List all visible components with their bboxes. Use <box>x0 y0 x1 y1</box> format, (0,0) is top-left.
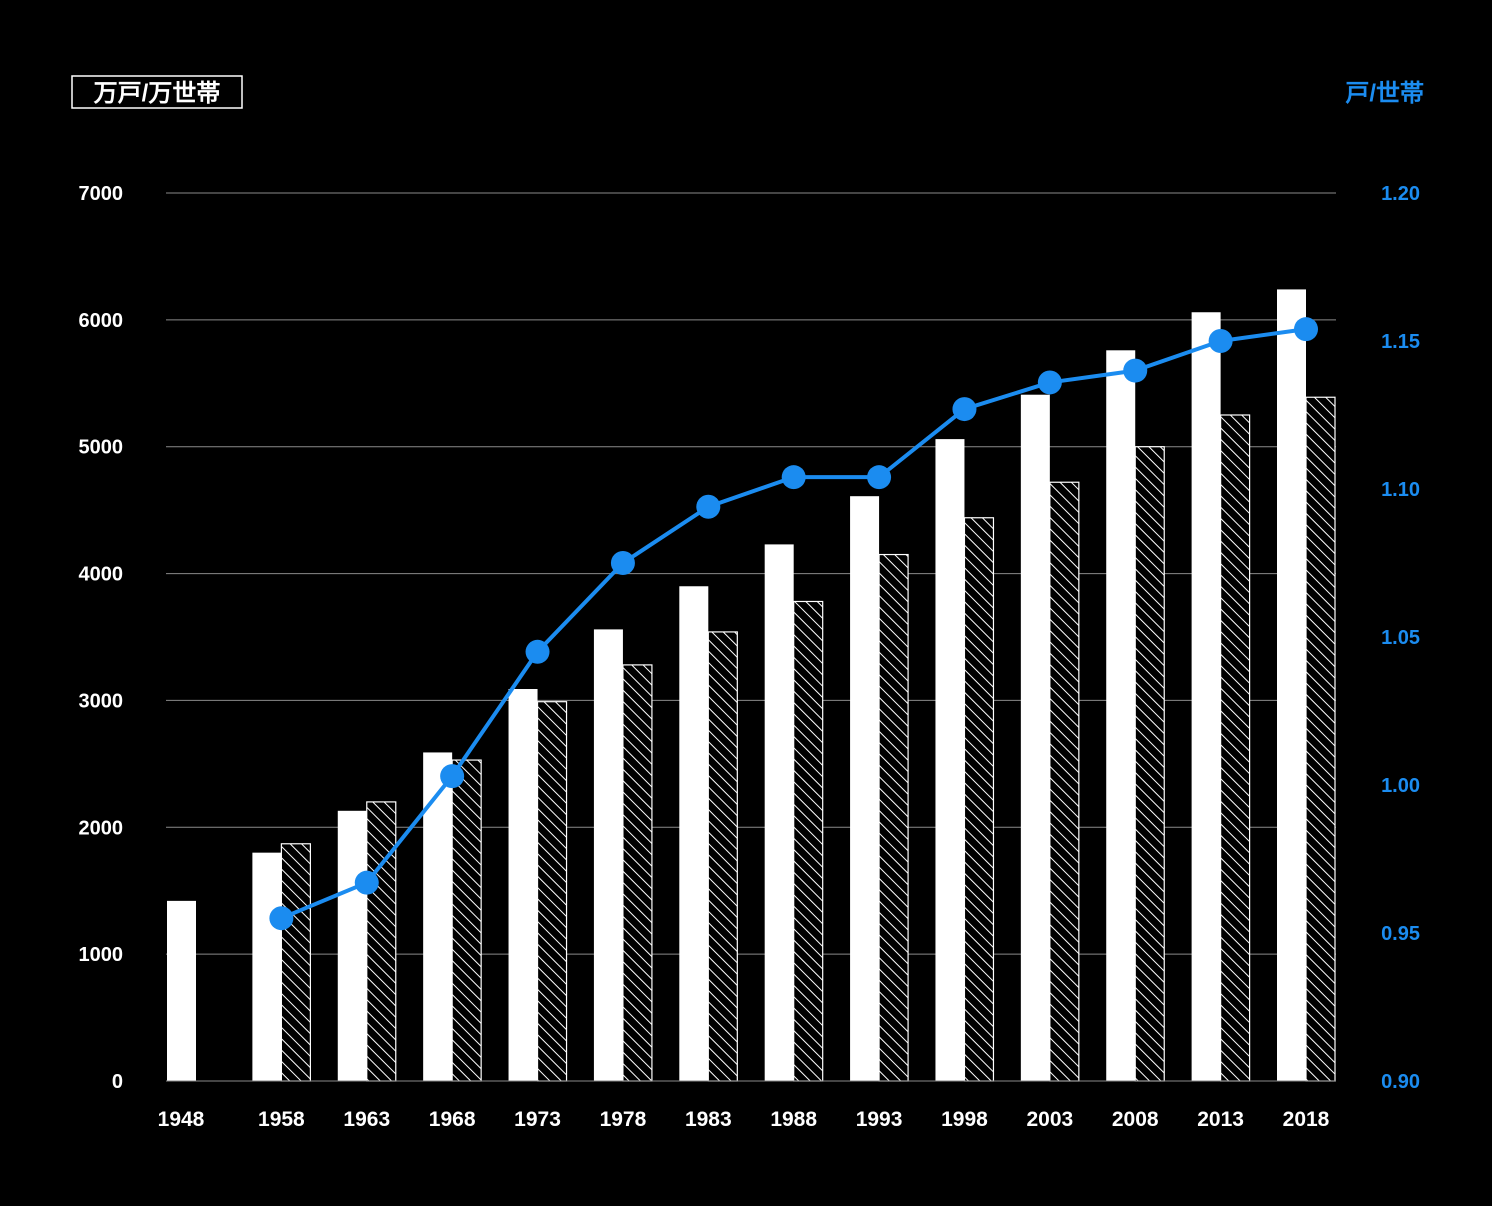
right-tick-label: 0.90 <box>1381 1071 1420 1093</box>
hatched-bar-1988 <box>793 600 824 1082</box>
ratio-point-1963 <box>354 870 379 895</box>
ratio-line-series <box>269 317 1318 931</box>
ratio-point-1978 <box>610 551 635 575</box>
right-tick-label: 1.00 <box>1381 775 1420 797</box>
x-tick-label-1973: 1973 <box>514 1108 561 1131</box>
hatched-bar-1968 <box>451 759 482 1082</box>
x-tick-label-1958: 1958 <box>258 1108 305 1131</box>
x-tick-label-1948: 1948 <box>158 1108 205 1131</box>
x-tick-label-2013: 2013 <box>1197 1108 1244 1131</box>
hatched-bar-2008 <box>1134 446 1165 1082</box>
x-tick-label-1983: 1983 <box>685 1108 732 1131</box>
hatched-bar-1973 <box>536 701 568 1082</box>
bar-2013 <box>1191 312 1221 1081</box>
left-tick-label: 0 <box>112 1071 123 1093</box>
x-tick-label-2003: 2003 <box>1026 1108 1073 1131</box>
left-tick-label: 2000 <box>79 817 124 839</box>
bar-1998 <box>935 439 965 1081</box>
left-tick-label: 1000 <box>79 944 124 966</box>
x-tick-label-2018: 2018 <box>1283 1108 1330 1131</box>
right-tick-label: 1.10 <box>1381 479 1420 501</box>
bars <box>167 289 1336 1082</box>
hatched-bar-2003 <box>1049 481 1080 1082</box>
bar-1993 <box>850 496 880 1081</box>
hatched-bar-1998 <box>963 517 995 1082</box>
bar-1973 <box>508 689 538 1081</box>
right-tick-label: 1.05 <box>1381 627 1420 649</box>
right-axis-ticks: 0.90 0.95 1.00 1.05 1.10 1.15 1.20 <box>1381 183 1420 1093</box>
left-tick-label: 7000 <box>79 183 124 205</box>
bar-1968 <box>423 752 453 1081</box>
bar-2003 <box>1020 394 1050 1081</box>
bar-1963 <box>337 810 367 1081</box>
hatched-bar-1958 <box>280 843 311 1082</box>
ratio-point-2013 <box>1208 329 1233 353</box>
x-tick-label-1988: 1988 <box>770 1108 817 1131</box>
ratio-point-2018 <box>1294 317 1318 342</box>
x-tick-label-2008: 2008 <box>1112 1108 1159 1131</box>
bar-1958 <box>252 852 282 1081</box>
ratio-point-1998 <box>952 397 977 422</box>
ratio-point-1993 <box>867 465 892 490</box>
hatched-bar-1978 <box>622 664 653 1082</box>
bar-2008 <box>1106 350 1136 1081</box>
bar-1988 <box>764 544 794 1081</box>
left-tick-label: 4000 <box>79 564 124 586</box>
ratio-point-2003 <box>1037 370 1062 395</box>
ratio-point-1968 <box>440 764 465 789</box>
ratio-point-1973 <box>525 639 550 664</box>
left-tick-label: 5000 <box>79 437 124 459</box>
x-tick-label-1968: 1968 <box>429 1108 476 1131</box>
left-tick-label: 6000 <box>79 310 124 332</box>
right-tick-label: 1.20 <box>1381 183 1420 205</box>
right-tick-label: 1.15 <box>1381 331 1420 353</box>
hatched-bar-1963 <box>366 801 397 1082</box>
ratio-point-1983 <box>696 494 721 519</box>
left-axis-title-box <box>71 75 243 109</box>
x-tick-label-1978: 1978 <box>600 1108 647 1131</box>
x-tick-label-1963: 1963 <box>343 1108 390 1131</box>
x-tick-label-1998: 1998 <box>941 1108 988 1131</box>
hatched-bar-1983 <box>707 631 738 1082</box>
hatched-bar-2013 <box>1220 414 1251 1082</box>
ratio-point-2008 <box>1123 358 1148 383</box>
hatched-bar-2018 <box>1305 396 1336 1082</box>
right-axis-title: 戸/世帯 <box>1345 80 1424 107</box>
x-tick-label-1993: 1993 <box>856 1108 903 1131</box>
ratio-point-1958 <box>269 906 294 931</box>
hatched-bar-1993 <box>878 553 909 1082</box>
ratio-point-1988 <box>781 465 806 490</box>
bar-1983 <box>679 586 709 1081</box>
left-axis-title: 万戸/万世帯 <box>94 80 221 107</box>
bar-1978 <box>593 629 623 1081</box>
bar-2018 <box>1277 289 1306 1081</box>
bar-1948 <box>167 900 196 1081</box>
right-tick-label: 0.95 <box>1381 923 1420 945</box>
left-axis-ticks: 0 1000 2000 3000 4000 5000 6000 7000 <box>79 183 124 1093</box>
left-tick-label: 3000 <box>79 690 124 712</box>
x-axis-ticks: 1948 1958 1963 1968 1973 1978 1983 1988 1993 1998… <box>158 1108 1330 1131</box>
